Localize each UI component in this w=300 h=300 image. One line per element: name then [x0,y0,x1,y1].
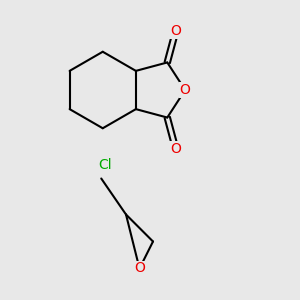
Text: O: O [170,24,181,38]
Text: O: O [134,262,145,275]
Text: Cl: Cl [98,158,111,172]
Text: O: O [180,83,190,97]
Text: O: O [170,142,181,156]
